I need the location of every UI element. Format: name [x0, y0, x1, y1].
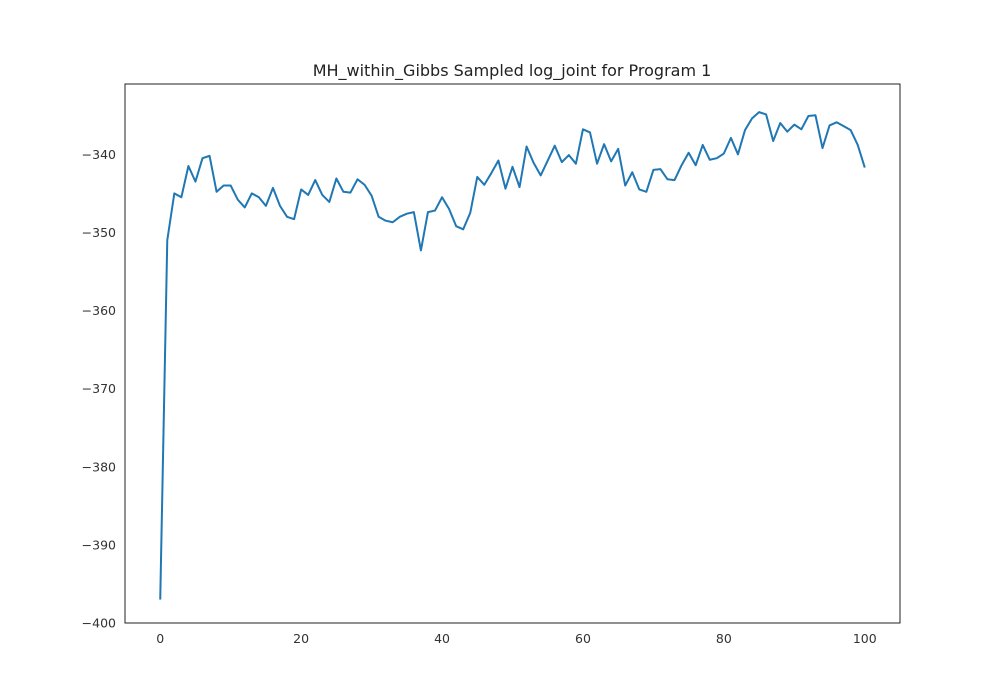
x-tick-label: 20 — [293, 631, 309, 646]
x-tick-label: 100 — [853, 631, 877, 646]
y-tick-label: −380 — [82, 459, 116, 474]
plot-frame — [124, 83, 901, 624]
x-tick-label: 80 — [716, 631, 732, 646]
x-tick-label: 0 — [156, 631, 164, 646]
x-tick-label: 60 — [575, 631, 591, 646]
series-line — [159, 111, 866, 600]
chart-title: MH_within_Gibbs Sampled log_joint for Pr… — [313, 61, 712, 81]
y-tick-label: −390 — [82, 537, 116, 552]
axis-ticks: 0 20 40 60 80 100 −400 −390 −380 −370 −360 −350 −340 — [82, 147, 877, 646]
y-tick-label: −360 — [82, 303, 116, 318]
y-tick-label: −400 — [82, 616, 116, 631]
y-tick-label: −350 — [82, 225, 116, 240]
y-tick-label: −370 — [82, 381, 116, 396]
y-tick-label: −340 — [82, 147, 116, 162]
x-tick-label: 40 — [434, 631, 450, 646]
